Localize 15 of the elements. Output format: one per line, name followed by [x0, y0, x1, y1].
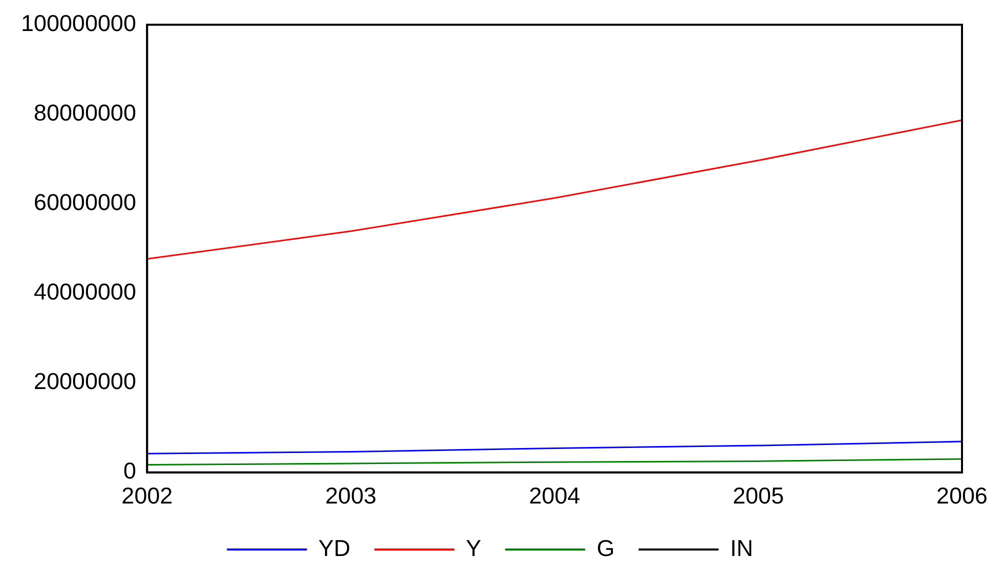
x-tick-label: 2004: [528, 482, 580, 509]
legend-label: Y: [466, 534, 482, 561]
y-tick-label: 60000000: [34, 189, 136, 216]
x-tick-label: 2003: [325, 482, 376, 509]
y-tick-label: 100000000: [21, 10, 136, 36]
x-tick-label: 2002: [122, 482, 173, 509]
legend-label: YD: [318, 534, 350, 561]
y-tick-label: 20000000: [34, 368, 136, 394]
legend-label: IN: [730, 534, 754, 561]
x-tick-label: 2006: [936, 482, 988, 509]
x-tick-label: 2005: [732, 482, 784, 509]
y-tick-label: 80000000: [34, 100, 136, 126]
y-tick-label: 0: [123, 458, 136, 484]
y-tick-label: 40000000: [34, 278, 136, 305]
legend-label: G: [596, 534, 615, 561]
